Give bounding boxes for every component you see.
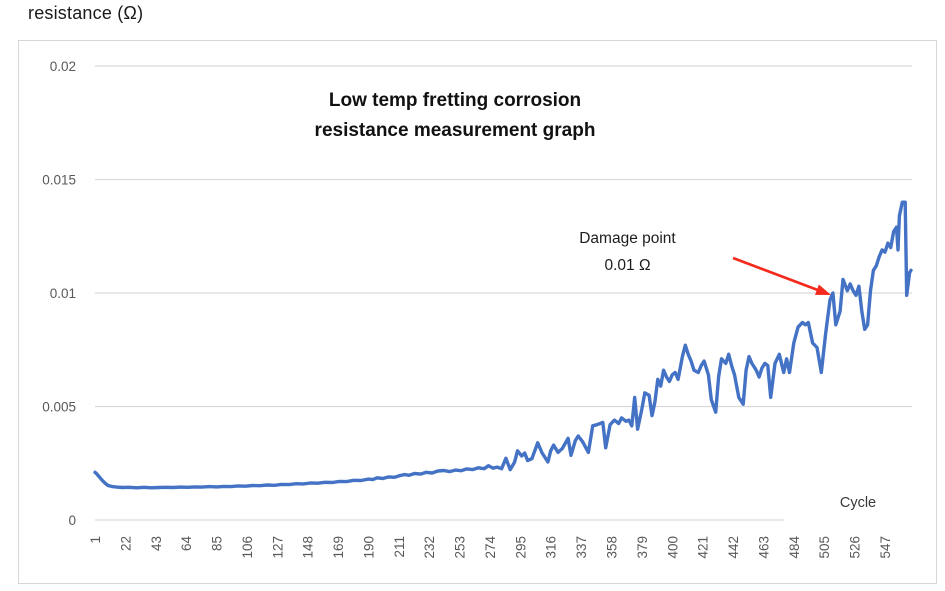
- x-tick-label: 337: [574, 536, 589, 559]
- x-tick-label: 484: [787, 536, 802, 559]
- damage-point-annotation: Damage point 0.01 Ω: [540, 225, 715, 279]
- chart-border: [18, 40, 937, 584]
- x-tick-label: 442: [726, 536, 741, 559]
- x-tick-label: 148: [301, 536, 316, 559]
- y-axis-title: resistance (Ω): [28, 3, 144, 23]
- x-tick-label: 505: [817, 536, 832, 559]
- chart-title: Low temp fretting corrosion resistance m…: [255, 86, 655, 146]
- x-tick-label: 316: [544, 536, 559, 559]
- x-tick-label: 64: [179, 536, 194, 552]
- damage-arrow-shaft: [732, 256, 822, 293]
- chart-title-line-1: Low temp fretting corrosion: [328, 90, 582, 111]
- y-tick-label: 0.01: [50, 286, 76, 301]
- x-tick-label: 43: [149, 536, 164, 551]
- x-tick-label: 463: [756, 536, 771, 559]
- y-tick-label: 0: [68, 513, 76, 528]
- y-tick-label: 0.015: [42, 173, 76, 188]
- x-tick-label: 358: [605, 536, 620, 559]
- chart-title-line-2: resistance measurement graph: [314, 120, 596, 141]
- x-tick-label: 85: [210, 536, 225, 551]
- resistance-line: [93, 200, 913, 490]
- x-tick-label: 253: [453, 536, 468, 559]
- x-axis-title: Cycle: [839, 495, 877, 511]
- x-tick-label: 526: [848, 536, 863, 559]
- x-tick-label: 190: [361, 536, 376, 559]
- x-tick-label: 211: [392, 536, 407, 558]
- x-tick-label: 274: [483, 536, 498, 559]
- annotation-line-1: Damage point: [579, 230, 676, 247]
- x-tick-label: 421: [696, 536, 711, 559]
- damage-arrow-head: [815, 284, 831, 295]
- x-tick-label: 1: [88, 536, 103, 544]
- x-tick-label: 295: [513, 536, 528, 559]
- x-tick-label: 379: [635, 536, 650, 559]
- x-tick-label: 169: [331, 536, 346, 559]
- y-tick-label: 0.02: [50, 59, 76, 74]
- y-tick-label: 0.005: [42, 400, 76, 415]
- x-tick-label: 106: [240, 536, 255, 559]
- x-tick-label: 547: [878, 536, 893, 559]
- x-tick-label: 127: [270, 536, 285, 559]
- x-tick-label: 400: [665, 536, 680, 559]
- annotation-line-2: 0.01 Ω: [604, 257, 651, 274]
- x-tick-label: 22: [118, 536, 133, 551]
- x-tick-label: 232: [422, 536, 437, 559]
